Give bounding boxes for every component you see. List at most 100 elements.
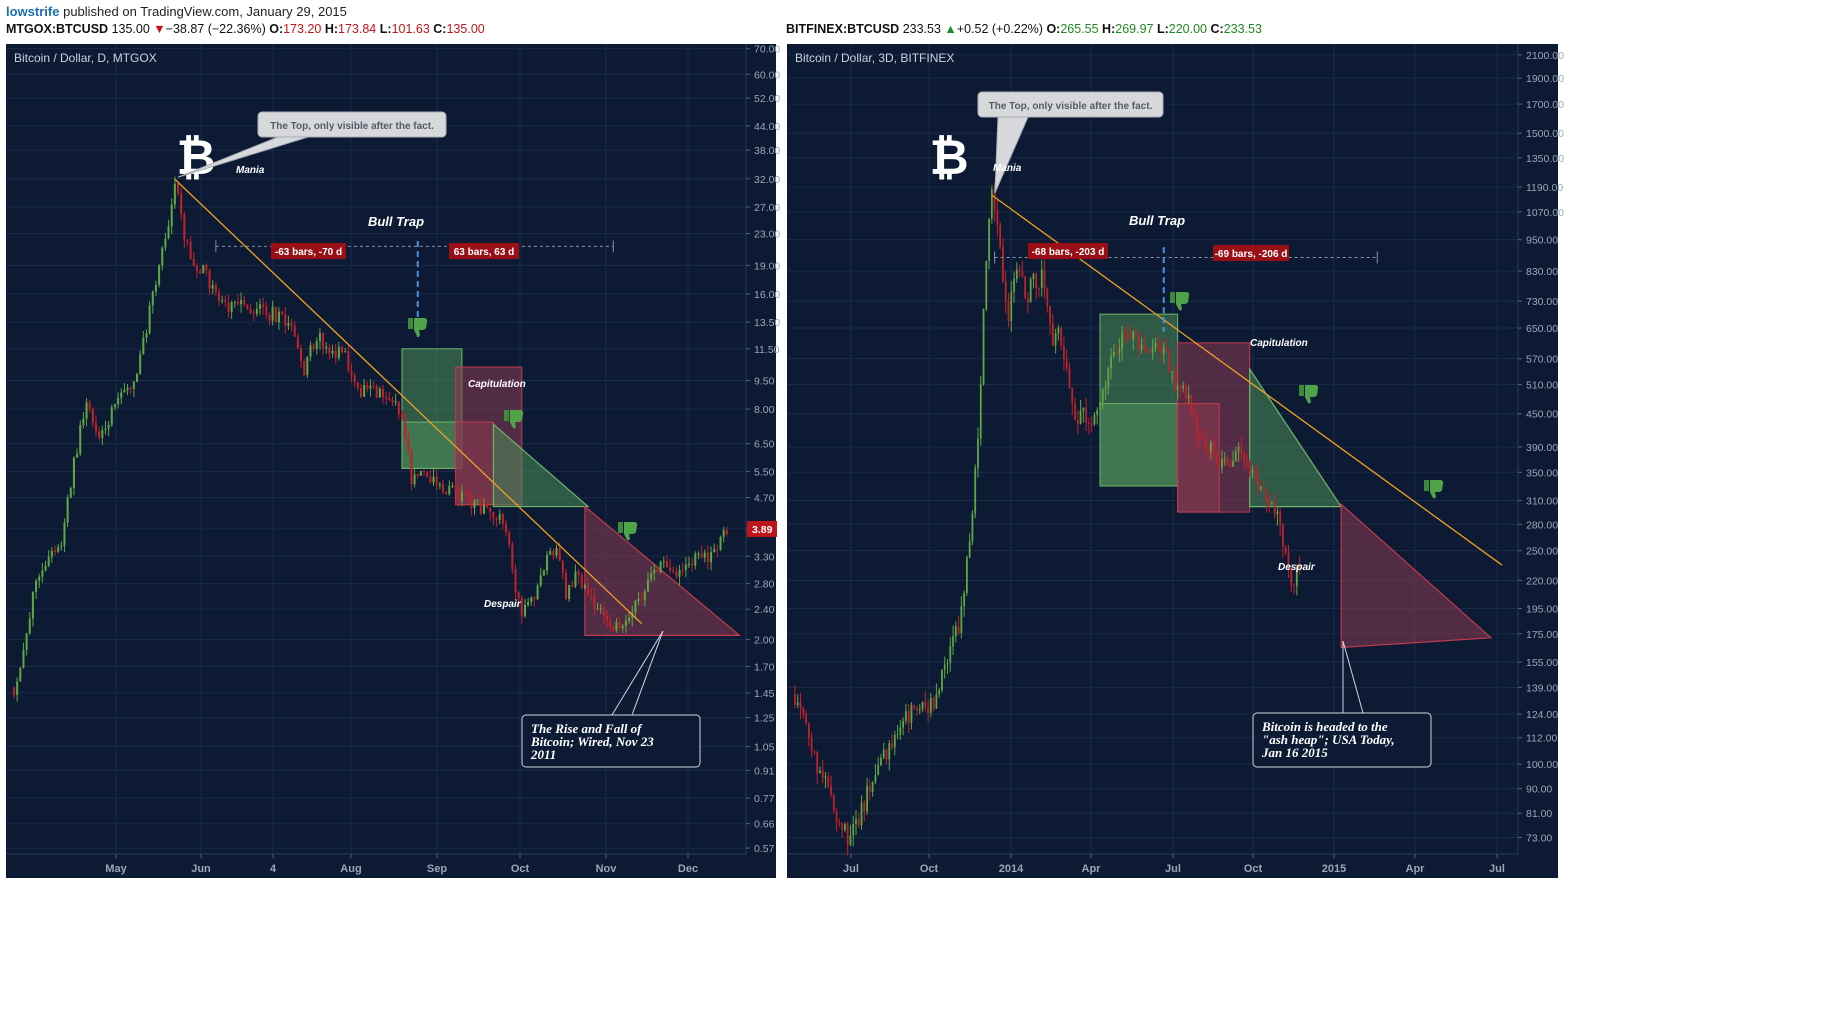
candle-body [979,384,982,439]
candle-body [35,580,38,592]
candle-body [1268,501,1271,504]
candle-body [996,210,999,226]
candle-body [284,314,287,326]
low-label: L: [379,22,392,36]
y-tick-label: 13.50 [754,317,780,329]
candle-body [527,601,530,605]
red-triangle-zone [584,505,742,636]
news-callout-text: Bitcoin is headed to the "ash heap"; USA … [1261,719,1395,760]
candle-body [243,299,246,305]
candle-body [985,261,988,310]
y-tick-label: 220.00 [1526,575,1558,587]
y-tick-label: 2.00 [754,634,775,646]
candle-body [514,569,517,593]
candle-body [1137,334,1140,350]
candle-body [1065,358,1068,369]
candle-body [646,579,650,592]
candle-body [265,306,268,315]
candle-body [932,698,935,709]
change: −38.87 (−22.36%) [165,22,266,36]
candle-body [303,360,306,376]
candle-body [1079,410,1082,425]
y-tick-label: 70.00 [754,44,780,56]
author-link[interactable]: lowstrife [6,4,60,19]
candle-body [397,401,400,415]
candle-body [628,617,631,622]
quote-line-right: BITFINEX:BTCUSD 233.53 ▲+0.52 (+0.22%) O… [786,22,1262,36]
candle-body [12,687,16,695]
candle-body [454,485,457,493]
candle-body [941,669,943,691]
range-label-left-box [271,243,346,259]
candle-body [935,694,938,709]
candle-body [857,818,860,826]
candle-body [891,743,893,748]
candle-body [117,397,120,405]
candle-body [1257,473,1259,490]
candle-body [1140,345,1143,350]
candle-body [1259,487,1262,490]
candle-body [555,547,558,556]
candle-body [192,258,195,267]
candle-body [1015,269,1018,279]
candle-body [558,547,561,561]
x-tick-label: Aug [340,863,361,875]
news-callout-box [521,714,701,768]
candle-body [678,569,681,577]
candle-body [464,491,467,493]
candle-body [1007,301,1010,322]
candle-body [590,595,593,597]
candle-body [328,346,331,354]
candle-body [960,606,963,634]
symbol[interactable]: MTGOX:BTCUSD [6,22,109,36]
chart-bitfinex[interactable]: 2100.00 1900.00 1700.00 1500.00 1350.00 1190.… [787,44,1565,1022]
candle-body [794,694,796,705]
candle-body [1160,348,1162,354]
x-tick-label: Dec [678,863,698,875]
chart-panel-bitfinex[interactable]: 2100.00 1900.00 1700.00 1500.00 1350.00 1190.… [787,44,1565,1022]
candle-body [246,304,249,309]
candle-body [1157,342,1160,349]
candle-body [167,226,170,239]
candle-body [599,607,602,609]
candle-body [1143,345,1146,350]
candle-body [1115,351,1118,354]
chart-panel-mtgox[interactable]: 70.00 60.00 52.00 44.00 38.00 32.00 27.00 23.00… [6,44,784,1022]
candle-body [1223,458,1226,460]
candle-body [57,546,60,552]
candle-body [214,285,217,293]
candle-body [580,574,583,589]
candle-body [1040,269,1043,289]
y-tick-label: 1500.00 [1526,128,1564,140]
candle-body [22,650,25,668]
candle-body [306,356,309,376]
candle-body [28,618,31,634]
candle-body [473,500,476,508]
candle-body [893,734,896,748]
chart-mtgox[interactable]: 70.00 60.00 52.00 44.00 38.00 32.00 27.00 23.00… [6,44,784,1022]
candle-body [66,497,69,523]
candle-body [1212,442,1215,455]
candle-body [227,302,230,312]
candle-body [413,474,416,485]
candle-body [827,776,830,787]
candle-body [1118,349,1121,354]
candle-body [353,375,356,383]
candle-body [350,370,353,376]
candle-body [407,437,410,451]
symbol[interactable]: BITFINEX:BTCUSD [786,22,900,36]
trendline[interactable] [174,178,643,625]
top-callout-pointer [994,116,1029,194]
candle-body [1129,335,1132,340]
candle-body [1234,451,1237,461]
candle-body [1290,568,1293,586]
candle-body [640,598,643,601]
candle-body [334,350,337,359]
candle-body [602,607,605,616]
candle-body [224,300,227,303]
news-callout-pointer [611,630,664,716]
candle-body [672,570,675,572]
candle-body [1126,334,1129,336]
candle-body [482,505,485,514]
candle-body [694,553,697,566]
